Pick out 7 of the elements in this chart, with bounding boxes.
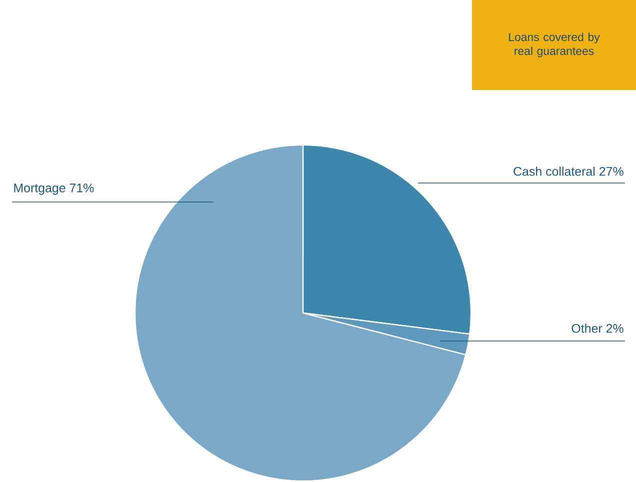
slice-label: Other [572, 324, 602, 334]
slice-label: Cash collateral [514, 166, 595, 176]
data-label: 27% [600, 167, 624, 176]
data-label: 71% [70, 184, 94, 192]
slice-label: Mortgage [14, 184, 66, 195]
data-label: 2% [606, 324, 624, 333]
chart-title: Loans covered by real guarantees [509, 32, 600, 58]
